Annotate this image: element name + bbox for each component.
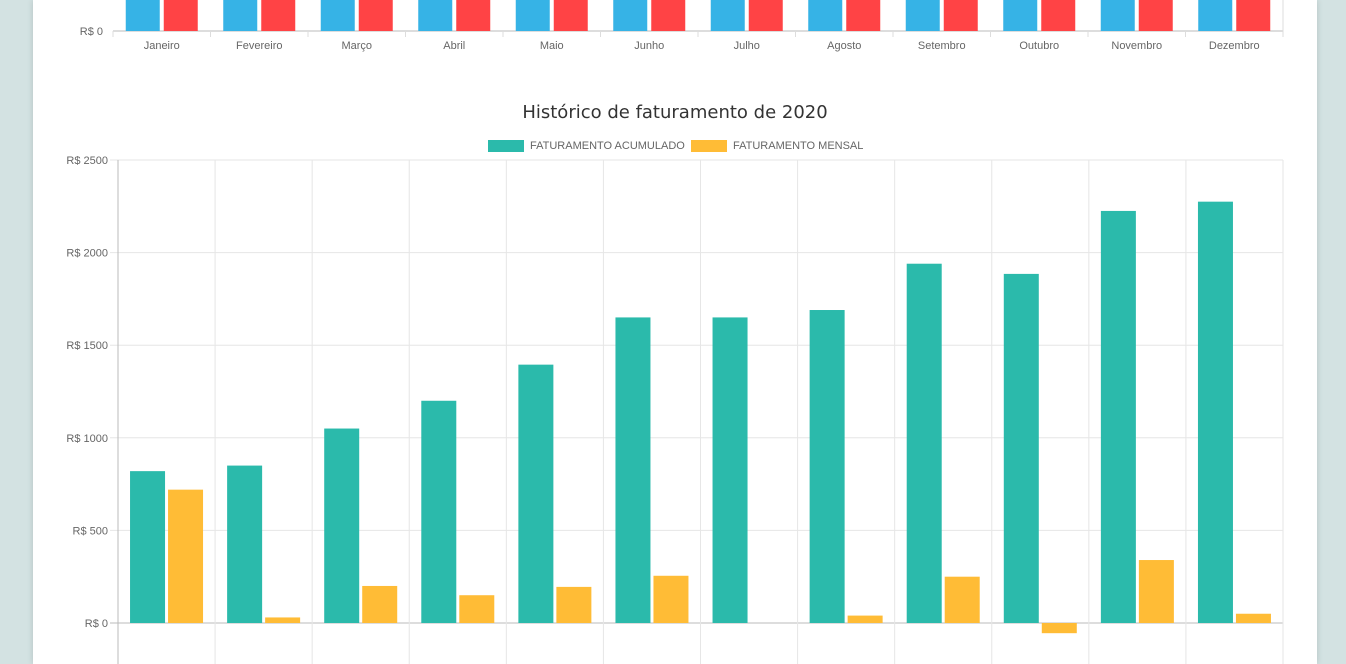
- top-x-tick-label: Abril: [443, 40, 465, 52]
- top-bar-series-1[interactable]: [613, 0, 648, 31]
- bar-faturamento-acumulado[interactable]: [1100, 210, 1136, 623]
- top-x-tick-label: Dezembro: [1209, 40, 1260, 52]
- bar-faturamento-mensal[interactable]: [847, 615, 883, 623]
- top-bar-series-1[interactable]: [905, 0, 940, 31]
- top-x-tick-label: Março: [341, 40, 372, 52]
- top-bar-series-2[interactable]: [651, 0, 686, 31]
- top-x-tick-label: Setembro: [918, 40, 966, 52]
- bar-faturamento-mensal[interactable]: [1138, 560, 1174, 623]
- top-x-tick-label: Fevereiro: [236, 40, 282, 52]
- top-chart: R$ 0 Janeiro Fevereiro Março Abril Maio Junho J…: [80, 0, 1284, 52]
- top-bar-series-2[interactable]: [1236, 0, 1271, 31]
- bar-faturamento-acumulado[interactable]: [227, 465, 263, 623]
- legend-label-mensal: FATURAMENTO MENSAL: [733, 140, 863, 152]
- bar-faturamento-acumulado[interactable]: [809, 310, 845, 623]
- top-x-tick-label: Novembro: [1111, 40, 1162, 52]
- top-bar-series-1[interactable]: [125, 0, 160, 31]
- bar-faturamento-mensal[interactable]: [556, 586, 592, 623]
- top-bar-series-2[interactable]: [943, 0, 978, 31]
- legend-swatch-acumulado: [488, 140, 524, 152]
- bar-faturamento-acumulado[interactable]: [518, 364, 554, 623]
- top-bar-series-1[interactable]: [515, 0, 550, 31]
- bottom-chart: R$ 0 R$ 500 R$ 1000 R$ 1500 R$ 2000 R$ 2500: [66, 155, 1284, 664]
- bar-faturamento-mensal[interactable]: [265, 617, 301, 623]
- legend-label-acumulado: FATURAMENTO ACUMULADO: [530, 140, 685, 152]
- top-bar-series-2[interactable]: [748, 0, 783, 31]
- chart-title: Histórico de faturamento de 2020: [522, 102, 827, 123]
- bar-faturamento-acumulado[interactable]: [712, 317, 748, 623]
- top-bar-series-2[interactable]: [163, 0, 198, 31]
- bar-faturamento-mensal[interactable]: [168, 489, 204, 623]
- bar-faturamento-acumulado[interactable]: [324, 428, 360, 623]
- legend-item-mensal[interactable]: FATURAMENTO MENSAL: [691, 140, 863, 152]
- top-bar-series-1[interactable]: [1198, 0, 1233, 31]
- top-bar-series-1[interactable]: [1003, 0, 1038, 31]
- legend-item-acumulado[interactable]: FATURAMENTO ACUMULADO: [488, 140, 685, 152]
- bar-faturamento-acumulado[interactable]: [421, 400, 457, 623]
- y-tick-label: R$ 1500: [66, 340, 108, 352]
- top-x-tick-label: Maio: [540, 40, 564, 52]
- top-bar-series-2[interactable]: [456, 0, 491, 31]
- top-bar-series-1[interactable]: [418, 0, 453, 31]
- top-bar-series-2[interactable]: [553, 0, 588, 31]
- bar-faturamento-mensal[interactable]: [1235, 613, 1271, 623]
- y-tick-label: R$ 1000: [66, 433, 108, 445]
- bar-faturamento-mensal[interactable]: [362, 585, 398, 623]
- top-x-tick-label: Janeiro: [144, 40, 180, 52]
- top-bar-series-1[interactable]: [223, 0, 258, 31]
- legend: FATURAMENTO ACUMULADO FATURAMENTO MENSAL: [488, 140, 863, 152]
- top-bar-series-2[interactable]: [358, 0, 393, 31]
- top-bar-series-2[interactable]: [1138, 0, 1173, 31]
- top-x-tick-label: Julho: [734, 40, 760, 52]
- bar-faturamento-acumulado[interactable]: [1003, 273, 1039, 623]
- bar-faturamento-mensal[interactable]: [459, 595, 495, 623]
- y-tick-label: R$ 2000: [66, 248, 108, 260]
- bar-faturamento-mensal[interactable]: [653, 575, 689, 623]
- bar-faturamento-mensal[interactable]: [1041, 623, 1077, 634]
- bar-faturamento-acumulado[interactable]: [1197, 201, 1233, 624]
- bar-faturamento-acumulado[interactable]: [906, 263, 942, 623]
- top-bar-series-1[interactable]: [710, 0, 745, 31]
- legend-swatch-mensal: [691, 140, 727, 152]
- top-bar-series-2[interactable]: [261, 0, 296, 31]
- top-bar-series-1[interactable]: [1100, 0, 1135, 31]
- top-bar-series-1[interactable]: [808, 0, 843, 31]
- y-tick-label: R$ 500: [73, 525, 108, 537]
- top-x-tick-label: Outubro: [1019, 40, 1059, 52]
- bar-faturamento-mensal[interactable]: [944, 576, 980, 623]
- top-bar-series-2[interactable]: [846, 0, 881, 31]
- top-bar-series-2[interactable]: [1041, 0, 1076, 31]
- top-y-tick-label: R$ 0: [80, 26, 103, 38]
- top-x-tick-label: Agosto: [827, 40, 861, 52]
- bar-faturamento-acumulado[interactable]: [130, 471, 166, 623]
- bar-faturamento-acumulado[interactable]: [615, 317, 651, 623]
- top-bar-series-1[interactable]: [320, 0, 355, 31]
- y-tick-label: R$ 2500: [66, 155, 108, 167]
- top-x-tick-label: Junho: [634, 40, 664, 52]
- y-tick-label: R$ 0: [85, 618, 108, 630]
